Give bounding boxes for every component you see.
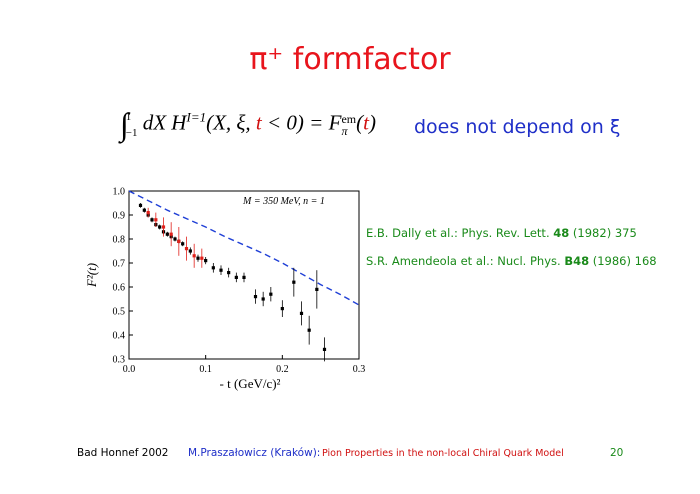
data-point (200, 256, 204, 260)
y-tick-label: 0.6 (113, 283, 126, 294)
data-point (280, 307, 284, 311)
data-point (192, 254, 196, 258)
data-point (146, 211, 150, 215)
data-point (142, 208, 146, 212)
data-point (177, 239, 181, 243)
data-point (322, 347, 327, 351)
data-point (154, 218, 158, 222)
footer-left: Bad Honnef 2002 (77, 447, 169, 459)
data-point (161, 225, 166, 229)
formula-t: t (255, 110, 262, 135)
data-point (299, 311, 304, 315)
ref-volume: B48 (564, 254, 590, 268)
ref-text: E.B. Dally et al.: Phys. Rev. Lett. (366, 226, 554, 240)
y-tick-label: 0.7 (113, 259, 126, 270)
x-tick-label: 0.1 (199, 364, 212, 375)
data-point (269, 292, 273, 296)
y-tick-label: 0.4 (113, 331, 126, 342)
data-point (188, 249, 192, 253)
y-tick-label: 0.3 (113, 355, 126, 366)
data-point (261, 297, 265, 301)
note: does not depend on ξ (414, 116, 621, 138)
data-point (227, 271, 231, 275)
ref-volume: 48 (553, 226, 570, 240)
data-point (181, 242, 185, 246)
lower: −1 (125, 126, 138, 139)
y-axis-label: F²(t) (84, 263, 99, 288)
reference: E.B. Dally et al.: Phys. Rev. Lett. 48 (… (366, 226, 637, 240)
data-point (307, 328, 311, 332)
reference: S.R. Amendeola et al.: Nucl. Phys. B48 (… (366, 254, 657, 268)
model-curve (128, 190, 360, 306)
data-point (242, 275, 246, 279)
data-point (165, 232, 169, 236)
formula-text: ( (356, 110, 364, 135)
x-tick-label: 0.3 (353, 364, 366, 375)
annotation: M = 350 MeV, n = 1 (242, 196, 325, 207)
data-point (150, 218, 154, 222)
ref-text: (1982) 375 (569, 226, 637, 240)
footer-author: M.Praszałowicz (Kraków): (188, 447, 321, 459)
x-tick-label: 0.2 (276, 364, 289, 375)
upper: 1 (125, 110, 132, 123)
y-tick-label: 0.8 (113, 235, 126, 246)
x-axis-label: - t (GeV/c)² (220, 376, 281, 391)
data-point (158, 225, 162, 229)
data-point (184, 247, 189, 251)
data-point (219, 268, 223, 272)
footer-talk: Pion Properties in the non-local Chiral … (322, 448, 564, 459)
formula-text: (X, ξ, (206, 110, 256, 135)
data-point (315, 287, 319, 291)
data-point (169, 232, 173, 236)
ref-text: (1986) 168 (589, 254, 657, 268)
data-point (253, 295, 258, 299)
plot-frame (128, 190, 360, 360)
data-point (173, 237, 177, 241)
formula-t: t (363, 110, 369, 135)
data-point (138, 203, 143, 207)
data-point (196, 256, 200, 260)
formula-sup: I=1 (186, 109, 207, 125)
formula-text: < 0) = F (261, 110, 342, 135)
y-tick-label: 0.9 (113, 211, 126, 222)
integral: ∫ (120, 106, 129, 142)
x-tick-label: 0.0 (123, 364, 136, 375)
slide-title: π⁺ formfactor (249, 42, 451, 77)
ref-text: S.R. Amendeola et al.: Nucl. Phys. (366, 254, 565, 268)
y-tick-label: 1.0 (113, 187, 126, 198)
formula-text: dX H (142, 110, 187, 135)
data-point (234, 275, 238, 279)
limits: 1 −1 (126, 109, 138, 141)
formula-sup: em (341, 111, 357, 126)
page-number: 20 (610, 447, 624, 459)
data-point (204, 259, 208, 263)
y-tick-label: 0.5 (113, 307, 126, 318)
formula-text: ) (368, 110, 376, 135)
data-point (292, 280, 296, 284)
data-point (211, 266, 215, 270)
formula-sub: π (341, 123, 348, 138)
